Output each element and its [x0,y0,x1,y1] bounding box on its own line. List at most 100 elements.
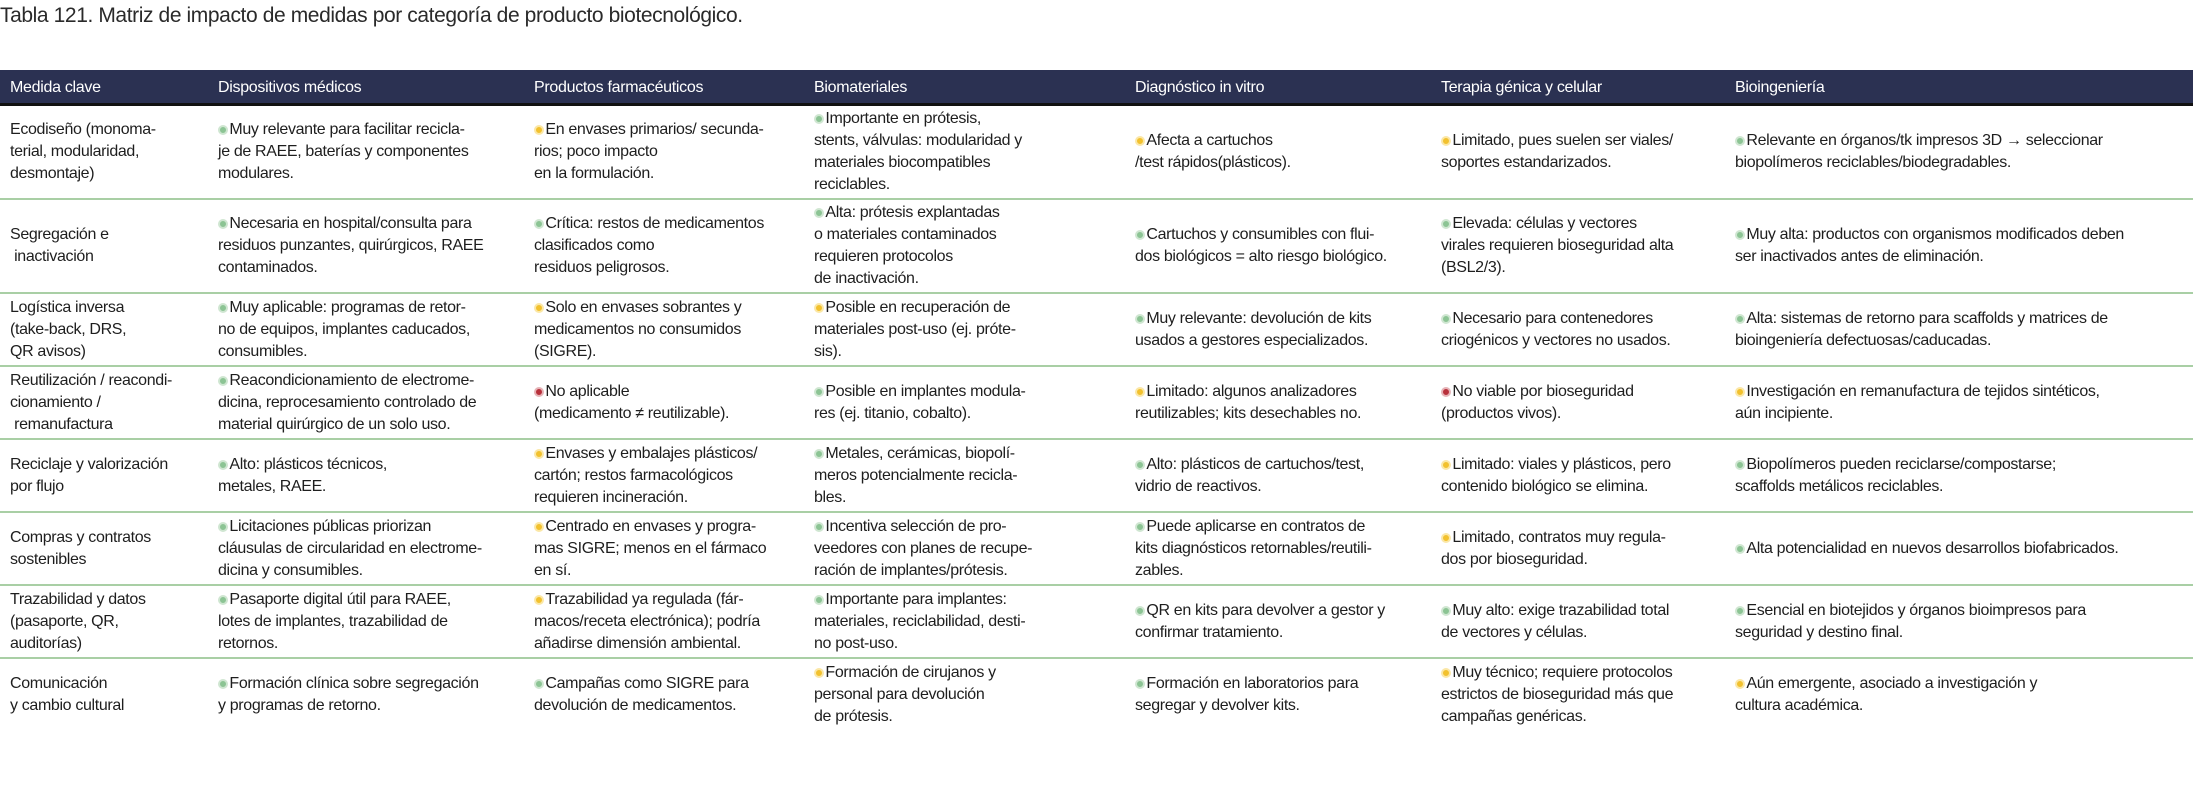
impact-text: Posible en implantes modula- res (ej. ti… [814,382,1026,422]
green-status-dot-icon [534,219,544,229]
column-header: Dispositivos médicos [218,79,362,96]
red-status-dot-icon [1441,386,1451,397]
measure-cell: Trazabilidad y datos (pasaporte, QR, aud… [10,586,146,657]
impact-cell: Envases y embalajes plásticos/ cartón; r… [534,440,758,511]
impact-text: Crítica: restos de medicamentos clasific… [534,215,764,276]
column-header: Productos farmacéuticos [534,79,704,96]
table-row: Compras y contratos sostenibles Licitaci… [0,513,2193,586]
impact-text: Incentiva selección de pro- veedores con… [814,517,1033,579]
table-row: Reciclaje y valorización por flujo Alto:… [0,440,2193,513]
impact-cell: Solo en envases sobrantes y medicamentos… [534,294,742,365]
impact-cell: No viable por bioseguridad (productos vi… [1441,367,1634,438]
yellow-status-dot-icon [1735,386,1745,397]
impact-cell: Formación en laboratorios para segregar … [1135,659,1359,731]
impact-cell: Cartuchos y consumibles con flui- dos bi… [1135,200,1387,292]
impact-text: Alto: plásticos técnicos, metales, RAEE. [218,455,387,495]
impact-cell: Licitaciones públicas priorizan cláusula… [218,513,482,584]
impact-text: Formación clínica sobre segregación y pr… [218,675,479,714]
impact-cell: Metales, cerámicas, biopolí- meros poten… [814,440,1018,511]
impact-cell: Investigación en remanufactura de tejido… [1735,367,2100,438]
measure-label: Trazabilidad y datos (pasaporte, QR, aud… [10,590,146,652]
impact-text: Limitado: algunos analizadores reutiliza… [1135,382,1362,422]
yellow-status-dot-icon [814,302,824,313]
impact-text: No viable por bioseguridad (productos vi… [1441,382,1634,422]
green-status-dot-icon [218,521,228,532]
impact-text: Esencial en biotejidos y órganos bioimpr… [1735,601,2086,641]
measure-cell: Ecodiseño (monoma- terial, modularidad, … [10,106,156,198]
green-status-dot-icon [814,521,824,532]
impact-text: Muy relevante: devolución de kits usados… [1135,309,1372,349]
impact-text: Cartuchos y consumibles con flui- dos bi… [1135,226,1387,265]
measure-label: Reutilización / reacondi- cionamiento / … [10,371,173,433]
impact-cell: No aplicable (medicamento ≠ reutilizable… [534,367,730,438]
green-status-dot-icon [218,375,228,386]
green-status-dot-icon [814,208,824,218]
impact-cell: Necesario para contenedores criogénicos … [1441,294,1671,365]
green-status-dot-icon [814,114,824,124]
green-status-dot-icon [1735,605,1745,616]
impact-cell: Formación clínica sobre segregación y pr… [218,659,479,731]
impact-cell: Muy alta: productos con organismos modif… [1735,200,2124,292]
impact-cell: Posible en recuperación de materiales po… [814,294,1016,365]
impact-cell: En envases primarios/ secunda- rios; poc… [534,106,764,198]
impact-text: Metales, cerámicas, biopolí- meros poten… [814,444,1018,506]
impact-cell: Importante para implantes: materiales, r… [814,586,1026,657]
green-status-dot-icon [218,125,228,135]
green-status-dot-icon [814,386,824,397]
yellow-status-dot-icon [534,594,544,605]
impact-text: Muy aplicable: programas de retor- no de… [218,298,470,360]
green-status-dot-icon [1135,313,1145,324]
impact-cell: Aún emergente, asociado a investigación … [1735,659,2037,731]
green-status-dot-icon [1735,230,1745,240]
table-row: Reutilización / reacondi- cionamiento / … [0,367,2193,440]
impact-text: Afecta a cartuchos /test rápidos(plástic… [1135,132,1291,171]
impact-cell: Incentiva selección de pro- veedores con… [814,513,1032,584]
green-status-dot-icon [1135,459,1145,470]
column-header: Biomateriales [814,79,908,96]
impact-text: Limitado, pues suelen ser viales/ soport… [1441,132,1673,171]
impact-text: QR en kits para devolver a gestor y conf… [1135,601,1385,641]
column-header: Terapia génica y celular [1441,79,1602,96]
impact-cell: Afecta a cartuchos /test rápidos(plástic… [1135,106,1291,198]
red-status-dot-icon [534,386,544,397]
green-status-dot-icon [1135,230,1145,240]
measure-label: Logística inversa (take-back, DRS, QR av… [10,298,127,360]
impact-text: Alta: sistemas de retorno para scaffolds… [1735,309,2108,349]
impact-text: Importante en prótesis, stents, válvulas… [814,110,1022,193]
impact-text: Muy alta: productos con organismos modif… [1735,226,2124,265]
impact-cell: Alto: plásticos de cartuchos/test, vidri… [1135,440,1364,511]
impact-matrix-table: Medida clave Dispositivos médicos Producto… [0,70,2193,731]
impact-text: Centrado en envases y progra- mas SIGRE;… [534,517,767,579]
impact-cell: Elevada: células y vectores virales requ… [1441,200,1674,292]
impact-text: Alta: prótesis explantadas o materiales … [814,204,1000,287]
impact-cell: Alta potencialidad en nuevos desarrollos… [1735,513,2119,584]
impact-cell: Muy técnico; requiere protocolos estrict… [1441,659,1674,731]
measure-cell: Reutilización / reacondi- cionamiento / … [10,367,172,438]
impact-text: Pasaporte digital útil para RAEE, lotes … [218,590,451,652]
impact-cell: Alta: sistemas de retorno para scaffolds… [1735,294,2108,365]
table-header-row: Medida clave Dispositivos médicos Producto… [0,70,2193,106]
column-header: Medida clave [10,79,101,96]
measure-cell: Logística inversa (take-back, DRS, QR av… [10,294,127,365]
measure-cell: Reciclaje y valorización por flujo [10,440,168,511]
impact-cell: Formación de cirujanos y personal para d… [814,659,996,731]
impact-cell: Muy relevante para facilitar recicla- je… [218,106,469,198]
yellow-status-dot-icon [534,448,544,459]
measure-label: Comunicación y cambio cultural [10,675,125,714]
impact-text: Biopolímeros pueden reciclarse/compostar… [1735,455,2056,495]
table-body: Ecodiseño (monoma- terial, modularidad, … [0,106,2193,731]
impact-cell: Campañas como SIGRE para devolución de m… [534,659,749,731]
green-status-dot-icon [218,219,228,229]
impact-text: Muy relevante para facilitar recicla- je… [218,121,469,182]
impact-cell: Limitado: algunos analizadores reutiliza… [1135,367,1361,438]
measure-cell: Comunicación y cambio cultural [10,659,124,731]
impact-text: No aplicable (medicamento ≠ reutilizable… [534,382,730,422]
impact-text: Puede aplicarse en contratos de kits dia… [1135,517,1372,579]
impact-cell: Posible en implantes modula- res (ej. ti… [814,367,1026,438]
measure-label: Segregación e inactivación [10,226,109,265]
impact-text: Muy técnico; requiere protocolos estrict… [1441,664,1674,725]
impact-text: Limitado: viales y plásticos, pero conte… [1441,455,1671,495]
impact-text: Importante para implantes: materiales, r… [814,590,1026,652]
impact-cell: QR en kits para devolver a gestor y conf… [1135,586,1385,657]
impact-text: Solo en envases sobrantes y medicamentos… [534,298,742,360]
